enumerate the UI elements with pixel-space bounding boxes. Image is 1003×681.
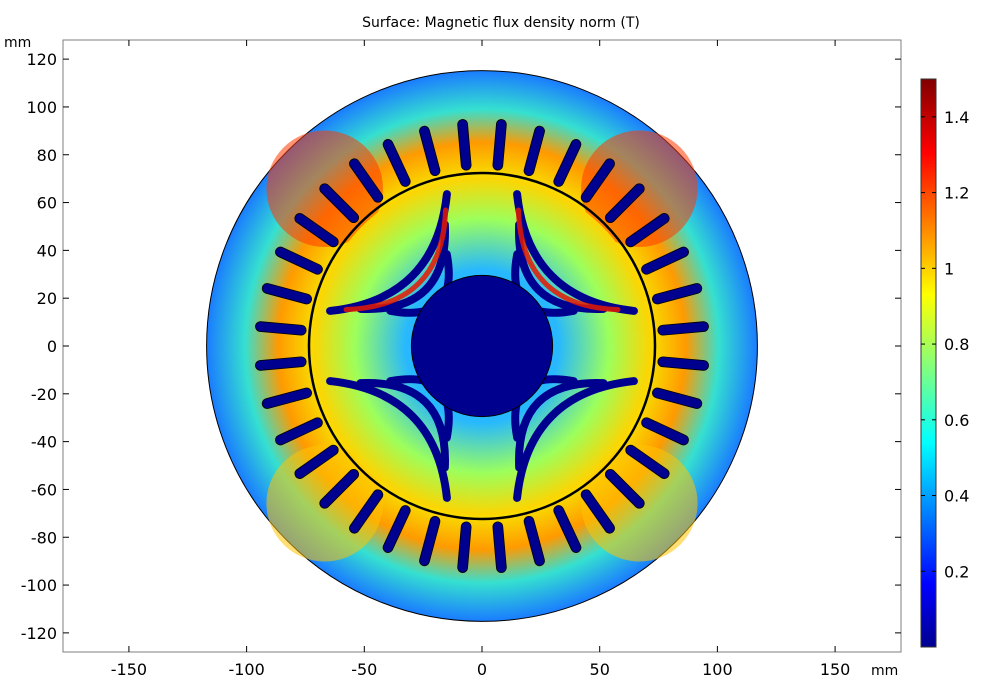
stator-slot bbox=[457, 119, 472, 171]
stator-slot bbox=[275, 246, 323, 275]
stator-slot bbox=[657, 356, 709, 371]
y-tick-label: -80 bbox=[31, 528, 57, 547]
stator-slot bbox=[492, 521, 507, 573]
colorbar-tick-label: 1.2 bbox=[944, 184, 969, 203]
stator-slot bbox=[261, 283, 313, 305]
colorbar-tick-label: 0.2 bbox=[944, 562, 969, 581]
y-tick-label: 0 bbox=[47, 337, 57, 356]
y-tick-label: 80 bbox=[37, 146, 57, 165]
y-axis: 120 100 80 60 40 20 0 -20 -40 -60 -80 -100 -120 bbox=[21, 50, 901, 643]
stator-slot bbox=[523, 125, 545, 177]
colorbar-tick-label: 0.6 bbox=[944, 411, 969, 430]
stator-slot bbox=[349, 489, 384, 534]
shaft bbox=[410, 274, 554, 418]
y-tick-label: 40 bbox=[37, 241, 57, 260]
stator-slot bbox=[255, 321, 307, 336]
colorbar: 1.4 1.2 1 0.8 0.6 0.4 0.2 bbox=[920, 78, 969, 648]
y-tick-label: -40 bbox=[31, 433, 57, 452]
rotor-flux-barriers bbox=[326, 190, 638, 502]
x-axis: -150 -100 -50 0 50 100 150 bbox=[111, 40, 851, 679]
stator-slot bbox=[641, 417, 689, 446]
flux-barrier bbox=[513, 377, 638, 502]
stator-slot bbox=[651, 387, 703, 409]
y-tick-label: -60 bbox=[31, 480, 57, 499]
stator-slot bbox=[275, 417, 323, 446]
stator-slot bbox=[625, 213, 670, 248]
stator-slot bbox=[319, 468, 360, 509]
colorbar-tick-label: 0.4 bbox=[944, 487, 969, 506]
flux-barrier bbox=[356, 220, 449, 313]
y-tick-label: 20 bbox=[37, 289, 57, 308]
flux-barrier bbox=[356, 379, 449, 472]
stator-slot bbox=[553, 505, 582, 553]
x-tick-label: -100 bbox=[228, 660, 264, 679]
stator-slot bbox=[255, 356, 307, 371]
rotor-hot-band bbox=[343, 207, 449, 313]
y-tick-label: 120 bbox=[26, 50, 57, 69]
y-tick-label: 100 bbox=[26, 98, 57, 117]
stator-slot bbox=[604, 468, 645, 509]
colorbar-tick-label: 0.8 bbox=[944, 335, 969, 354]
y-tick-label: 60 bbox=[37, 194, 57, 213]
stator-slot bbox=[349, 158, 384, 203]
stator-slot bbox=[553, 139, 582, 187]
y-axis-unit: mm bbox=[4, 35, 31, 51]
x-tick-label: -50 bbox=[351, 660, 377, 679]
stator-slot bbox=[419, 515, 441, 567]
stator-slot bbox=[604, 183, 645, 224]
stator-slot bbox=[382, 505, 411, 553]
flux-barrier bbox=[326, 377, 451, 502]
stator-slot bbox=[419, 125, 441, 177]
x-tick-label: 0 bbox=[477, 660, 487, 679]
x-tick-label: 100 bbox=[702, 660, 733, 679]
colorbar-gradient bbox=[920, 78, 937, 648]
stator-slots bbox=[255, 119, 709, 573]
y-tick-label: -20 bbox=[31, 385, 57, 404]
stator-slot bbox=[580, 158, 615, 203]
y-tick-label: -120 bbox=[21, 624, 57, 643]
stator-slot bbox=[580, 489, 615, 534]
stator-slot bbox=[657, 321, 709, 336]
stator-slot bbox=[492, 119, 507, 171]
colorbar-tick-label: 1 bbox=[944, 259, 954, 278]
flux-density-surface bbox=[206, 70, 758, 622]
stator-slot bbox=[651, 283, 703, 305]
stator-slot bbox=[457, 521, 472, 573]
x-tick-label: 50 bbox=[590, 660, 610, 679]
y-tick-label: -100 bbox=[21, 576, 57, 595]
flux-barrier bbox=[515, 379, 608, 472]
flux-barrier bbox=[515, 220, 608, 313]
air-gap bbox=[307, 171, 657, 521]
stator-slot bbox=[382, 139, 411, 187]
x-tick-label: 150 bbox=[820, 660, 851, 679]
stator-slot bbox=[261, 387, 313, 409]
stator-slot bbox=[294, 444, 339, 479]
rotor-hot-band bbox=[515, 207, 621, 313]
stator-slot bbox=[294, 213, 339, 248]
stator-slot bbox=[625, 444, 670, 479]
x-axis-unit: mm bbox=[871, 663, 898, 679]
stator-slot bbox=[641, 246, 689, 275]
stator-slot bbox=[523, 515, 545, 567]
x-tick-label: -150 bbox=[111, 660, 147, 679]
colorbar-tick-label: 1.4 bbox=[944, 108, 969, 127]
stator-slot bbox=[319, 183, 360, 224]
chart-title: Surface: Magnetic flux density norm (T) bbox=[362, 15, 640, 31]
